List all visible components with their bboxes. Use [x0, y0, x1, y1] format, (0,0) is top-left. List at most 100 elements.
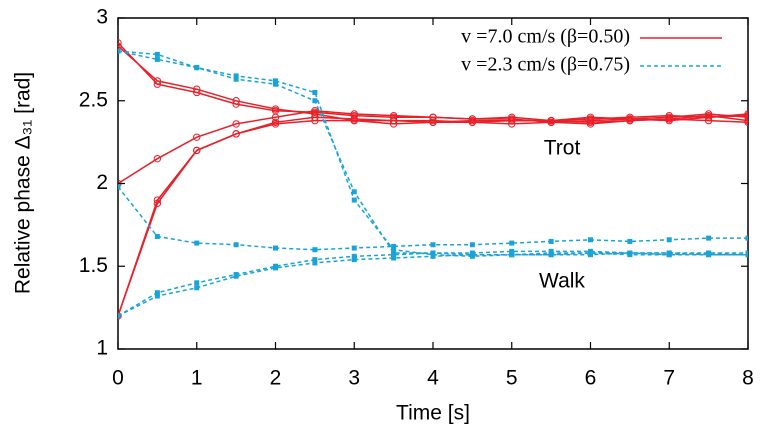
point-marker: [745, 235, 748, 241]
point-marker: [627, 250, 633, 256]
point-marker: [232, 130, 240, 138]
point-marker: [627, 238, 633, 244]
x-tick-label: 6: [585, 367, 597, 390]
point-marker: [154, 233, 160, 239]
point-marker: [351, 245, 357, 251]
point-marker: [389, 111, 398, 120]
legend-label: v =2.3 cm/s (β=0.75): [461, 54, 630, 76]
point-marker: [468, 118, 477, 126]
point-marker: [508, 120, 516, 128]
annotation: Walk: [539, 270, 585, 293]
point-marker: [429, 118, 437, 126]
point-marker: [430, 242, 436, 248]
legend: v =7.0 cm/s (β=0.50) v =2.3 cm/s (β=0.75): [461, 26, 722, 76]
point-marker: [194, 285, 200, 291]
point-marker: [588, 237, 593, 243]
point-marker: [706, 235, 712, 241]
point-marker: [312, 247, 318, 253]
point-marker: [744, 118, 748, 126]
point-marker: [391, 252, 397, 258]
point-marker: [469, 250, 475, 256]
x-tick-label: 5: [506, 367, 518, 390]
plot-area: [118, 39, 748, 320]
point-marker: [273, 245, 278, 251]
y-axis-label: Relative phase Δ₃₁ [rad]: [12, 72, 35, 294]
point-marker: [509, 240, 515, 246]
point-marker: [588, 248, 593, 254]
point-marker: [194, 280, 200, 286]
point-marker: [153, 154, 162, 163]
point-marker: [351, 257, 357, 263]
point-marker: [232, 97, 240, 105]
point-marker: [666, 250, 672, 256]
point-marker: [193, 85, 201, 93]
point-marker: [118, 313, 121, 319]
series-line: [118, 42, 748, 122]
point-marker: [271, 120, 280, 128]
annotation: Trot: [544, 137, 581, 160]
axes: 0 1 2 3 4 5 6 7 811.522.53: [79, 6, 754, 390]
x-tick-label: 0: [112, 367, 124, 390]
point-marker: [118, 184, 121, 190]
point-marker: [154, 290, 160, 296]
point-marker: [350, 116, 358, 125]
y-tick-label: 2: [96, 171, 108, 194]
x-tick-label: 7: [663, 367, 675, 390]
point-marker: [312, 89, 318, 95]
x-tick-label: 2: [270, 367, 282, 390]
point-marker: [273, 263, 278, 269]
point-marker: [665, 115, 673, 123]
point-marker: [273, 81, 278, 87]
x-tick-label: 4: [427, 367, 439, 390]
point-marker: [273, 78, 278, 84]
x-tick-label: 8: [742, 367, 754, 390]
point-marker: [704, 116, 713, 125]
y-tick-label: 1.5: [79, 254, 108, 277]
point-marker: [153, 199, 162, 208]
point-marker: [351, 189, 357, 195]
point-marker: [548, 238, 554, 244]
point-marker: [153, 77, 162, 85]
point-marker: [548, 248, 554, 254]
series-line: [118, 45, 748, 124]
point-marker: [389, 120, 398, 128]
point-marker: [430, 250, 436, 256]
point-marker: [509, 248, 515, 254]
point-marker: [391, 255, 397, 261]
point-marker: [118, 312, 122, 320]
point-marker: [351, 253, 357, 259]
point-marker: [233, 76, 239, 82]
y-tick-label: 2.5: [79, 88, 108, 111]
series-line: [118, 118, 748, 317]
point-marker: [233, 242, 239, 248]
y-tick-label: 3: [96, 6, 108, 29]
legend-label: v =7.0 cm/s (β=0.50): [461, 26, 630, 48]
point-marker: [194, 65, 200, 71]
point-marker: [626, 116, 634, 125]
point-marker: [232, 120, 240, 128]
point-marker: [586, 120, 595, 128]
point-marker: [194, 240, 200, 246]
point-marker: [351, 197, 357, 203]
series-line: [118, 50, 748, 256]
point-marker: [469, 242, 475, 248]
point-marker: [312, 260, 318, 266]
x-tick-label: 1: [191, 367, 203, 390]
x-axis-label: Time [s]: [396, 402, 470, 425]
point-marker: [312, 257, 318, 263]
point-marker: [547, 118, 555, 126]
point-marker: [271, 105, 280, 113]
point-marker: [311, 116, 319, 125]
point-marker: [666, 237, 672, 243]
point-marker: [193, 133, 201, 141]
point-marker: [706, 252, 712, 258]
plot-frame: [117, 17, 749, 350]
point-marker: [193, 146, 201, 155]
point-marker: [430, 253, 436, 259]
series-line: [118, 50, 748, 258]
point-marker: [233, 272, 239, 278]
point-marker: [118, 48, 121, 54]
point-marker: [233, 73, 239, 79]
